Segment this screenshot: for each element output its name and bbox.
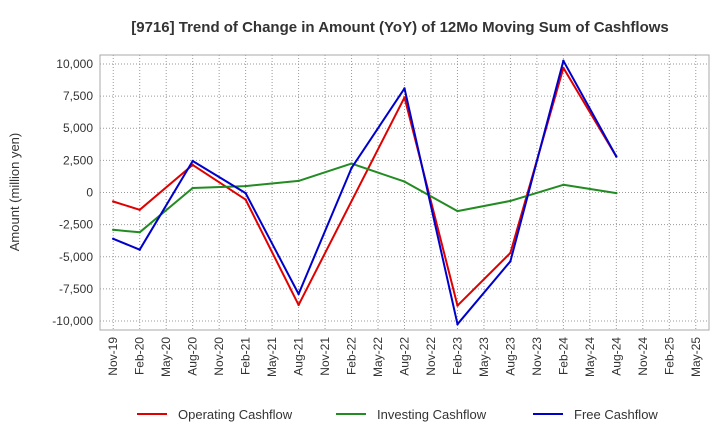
data-point-free-cashflow: [509, 260, 512, 263]
legend-label-free-cashflow: Free Cashflow: [574, 407, 658, 422]
x-tick-label: Aug-21: [292, 337, 306, 376]
data-point-investing-cashflow: [403, 180, 406, 183]
x-tick-label: Nov-21: [318, 337, 332, 376]
data-point-free-cashflow: [112, 237, 115, 240]
y-tick-label: -7,500: [59, 282, 93, 296]
data-point-investing-cashflow: [297, 179, 300, 183]
data-point-investing-cashflow: [244, 184, 247, 188]
data-point-free-cashflow: [297, 292, 300, 296]
x-tick-label: May-20: [159, 337, 173, 377]
x-tick-label: May-24: [583, 337, 597, 377]
x-tick-label: Aug-22: [398, 337, 412, 376]
series-lines: [112, 59, 618, 326]
series-line-operating-cashflow: [112, 66, 618, 307]
legend-label-investing-cashflow: Investing Cashflow: [377, 407, 487, 422]
x-tick-label: Nov-24: [636, 337, 650, 376]
data-point-investing-cashflow: [138, 231, 141, 234]
data-point-free-cashflow: [138, 248, 141, 251]
grid: [100, 55, 709, 330]
x-tick-label: Aug-24: [609, 337, 623, 376]
data-point-free-cashflow: [350, 166, 353, 170]
plot-frame: [99, 54, 710, 331]
x-tick-label: Aug-23: [503, 337, 517, 376]
y-tick-label: 7,500: [63, 89, 93, 103]
x-tick-label: Feb-25: [662, 337, 676, 375]
data-point-operating-cashflow: [191, 163, 194, 167]
chart-title: [9716] Trend of Change in Amount (YoY) o…: [131, 19, 669, 36]
data-point-investing-cashflow: [562, 183, 565, 186]
data-point-free-cashflow: [403, 87, 406, 90]
x-tick-label: May-21: [265, 337, 279, 377]
data-point-investing-cashflow: [456, 209, 459, 213]
data-point-operating-cashflow: [562, 66, 565, 70]
data-point-investing-cashflow: [112, 228, 115, 231]
x-tick-label: Nov-22: [424, 337, 438, 376]
x-tick-label: Aug-20: [186, 337, 200, 376]
x-tick-label: Feb-21: [239, 337, 253, 375]
y-tick-label: 2,500: [63, 153, 93, 167]
data-point-free-cashflow: [562, 59, 565, 62]
data-point-free-cashflow: [615, 155, 618, 158]
data-point-operating-cashflow: [403, 96, 406, 99]
x-tick-label: May-25: [689, 337, 703, 377]
y-axis: 10,000 7,500 5,000 2,500 0 -2,500 -5,000 -7,500…: [52, 57, 93, 328]
data-point-investing-cashflow: [350, 162, 353, 165]
y-tick-label: -2,500: [59, 218, 93, 232]
data-point-investing-cashflow: [191, 186, 194, 190]
data-point-operating-cashflow: [112, 200, 115, 203]
x-tick-label: Nov-19: [106, 337, 120, 376]
legend: Operating Cashflow Investing Cashflow Free…: [137, 407, 658, 422]
y-tick-label: 0: [86, 186, 93, 200]
data-point-operating-cashflow: [297, 303, 300, 307]
x-tick-label: Nov-20: [212, 337, 226, 376]
x-tick-label: May-22: [371, 337, 385, 377]
data-point-operating-cashflow: [456, 304, 459, 307]
x-tick-label: Feb-20: [133, 337, 147, 375]
x-tick-label: Feb-22: [345, 337, 359, 375]
data-point-investing-cashflow: [509, 199, 512, 203]
y-tick-label: -10,000: [52, 314, 93, 328]
x-tick-label: Nov-23: [530, 337, 544, 376]
x-tick-label: Feb-23: [450, 337, 464, 375]
x-tick-label: May-23: [477, 337, 491, 377]
data-point-free-cashflow: [244, 191, 247, 195]
y-tick-label: -5,000: [59, 250, 93, 264]
data-point-operating-cashflow: [138, 208, 141, 211]
x-tick-label: Feb-24: [556, 337, 570, 375]
y-tick-label: 5,000: [63, 121, 93, 135]
y-axis-label: Amount (million yen): [7, 133, 22, 252]
data-point-operating-cashflow: [509, 251, 512, 255]
legend-label-operating-cashflow: Operating Cashflow: [178, 407, 293, 422]
data-point-free-cashflow: [191, 159, 194, 163]
x-axis: Nov-19 Feb-20 May-20 Aug-20 Nov-20 Feb-21 May-…: [106, 337, 703, 377]
data-point-free-cashflow: [456, 323, 459, 326]
y-tick-label: 10,000: [56, 57, 93, 71]
data-point-investing-cashflow: [615, 191, 618, 195]
data-point-operating-cashflow: [244, 198, 247, 201]
